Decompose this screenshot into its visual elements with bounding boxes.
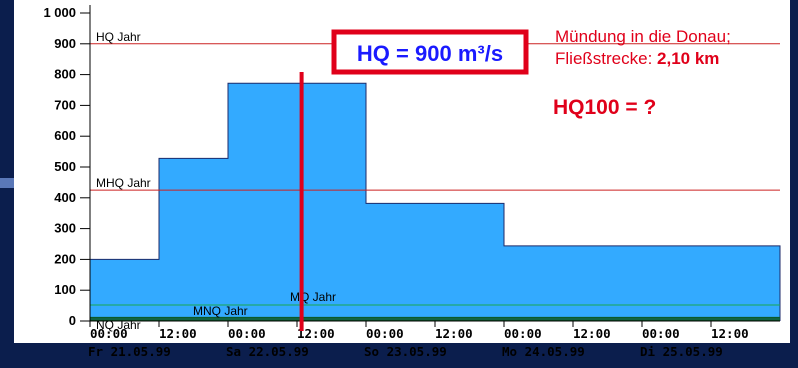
- ref-label-mhq-jahr: MHQ Jahr: [96, 176, 151, 190]
- x-tick-label-0: 00:00: [90, 326, 128, 341]
- y-tick-label-800: 800: [54, 67, 76, 82]
- y-tick-label-1000: 1 000: [43, 5, 76, 20]
- x-tick-labels: 00:00 12:00 00:00 12:00 00:00 12:00 00:00 12:00…: [88, 321, 749, 359]
- ref-label-nq-jahr: NQ Jahr: [96, 318, 141, 332]
- y-tick-label-100: 100: [54, 282, 76, 297]
- x-tick-label-8: 00:00: [642, 326, 680, 341]
- info-line-2-value: 2,10 km: [657, 49, 719, 68]
- x-tick-label-4: 00:00: [366, 326, 404, 341]
- ref-label-mq-jahr: MQ Jahr: [290, 290, 336, 304]
- hq-highlight-box: [331, 29, 529, 75]
- ref-label-hq-jahr: HQ Jahr: [96, 30, 141, 44]
- y-tick-label-200: 200: [54, 251, 76, 266]
- step-bar-2: [228, 83, 297, 321]
- x-day-label-1: Sa 22.05.99: [226, 344, 309, 359]
- hq-highlight-text: HQ = 900 m³/s: [357, 41, 503, 66]
- step-bar-3: [297, 83, 366, 321]
- y-tick-label-700: 700: [54, 97, 76, 112]
- x-tick-label-9: 12:00: [711, 326, 749, 341]
- info-line-2-prefix: Fließstrecke:: [555, 49, 657, 68]
- x-tick-label-2: 00:00: [228, 326, 266, 341]
- x-tick-label-1: 12:00: [159, 326, 197, 341]
- y-tick-label-300: 300: [54, 221, 76, 236]
- x-day-label-4: Di 25.05.99: [640, 344, 723, 359]
- x-tick-label-3: 12:00: [297, 326, 335, 341]
- y-tick-labels: 0 100 200 300 400 500 600 700 800 900 1 000: [43, 5, 90, 328]
- y-tick-label-600: 600: [54, 128, 76, 143]
- y-tick-label-0: 0: [69, 313, 76, 328]
- step-bar-5: [504, 245, 780, 321]
- y-tick-label-900: 900: [54, 36, 76, 51]
- x-day-label-2: So 23.05.99: [364, 344, 447, 359]
- step-bar-1: [159, 158, 228, 321]
- info-line-2: Fließstrecke: 2,10 km: [555, 49, 719, 68]
- x-tick-label-6: 00:00: [504, 326, 542, 341]
- y-tick-label-500: 500: [54, 159, 76, 174]
- series-outline: [89, 82, 781, 321]
- ref-label-mnq-jahr: MNQ Jahr: [193, 304, 248, 318]
- step-bar-0: [90, 259, 159, 321]
- y-tick-label-400: 400: [54, 190, 76, 205]
- edge-stripe: [0, 178, 14, 188]
- info-line-1: Mündung in die Donau;: [555, 27, 731, 46]
- x-day-label-3: Mo 24.05.99: [502, 344, 585, 359]
- x-day-label-0: Fr 21.05.99: [88, 344, 171, 359]
- series-fill-group: [89, 82, 781, 321]
- x-tick-label-7: 12:00: [573, 326, 611, 341]
- x-tick-label-5: 12:00: [435, 326, 473, 341]
- hq100-annotation: HQ100 = ?: [553, 96, 656, 119]
- step-bar-4: [366, 203, 504, 321]
